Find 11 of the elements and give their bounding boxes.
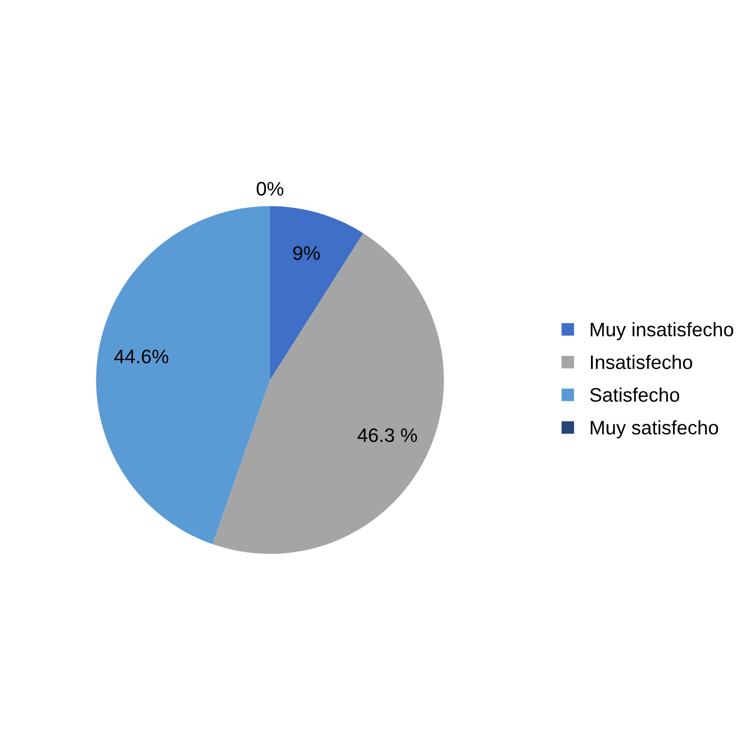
legend-label: Insatisfecho bbox=[590, 354, 692, 370]
pie-slice bbox=[96, 206, 270, 544]
text: 0% bbox=[256, 182, 284, 196]
pie-slice bbox=[212, 233, 444, 554]
legend-label: Satisfecho bbox=[590, 388, 680, 402]
data-label: 9% bbox=[293, 246, 320, 260]
legend-label: Muy satisfecho bbox=[590, 420, 718, 438]
data-label: 46.3 % bbox=[358, 428, 417, 442]
pie-slice bbox=[270, 206, 364, 380]
legend-label: Muy insatisfecho bbox=[590, 322, 734, 340]
data-label: 44.6% bbox=[114, 350, 168, 364]
